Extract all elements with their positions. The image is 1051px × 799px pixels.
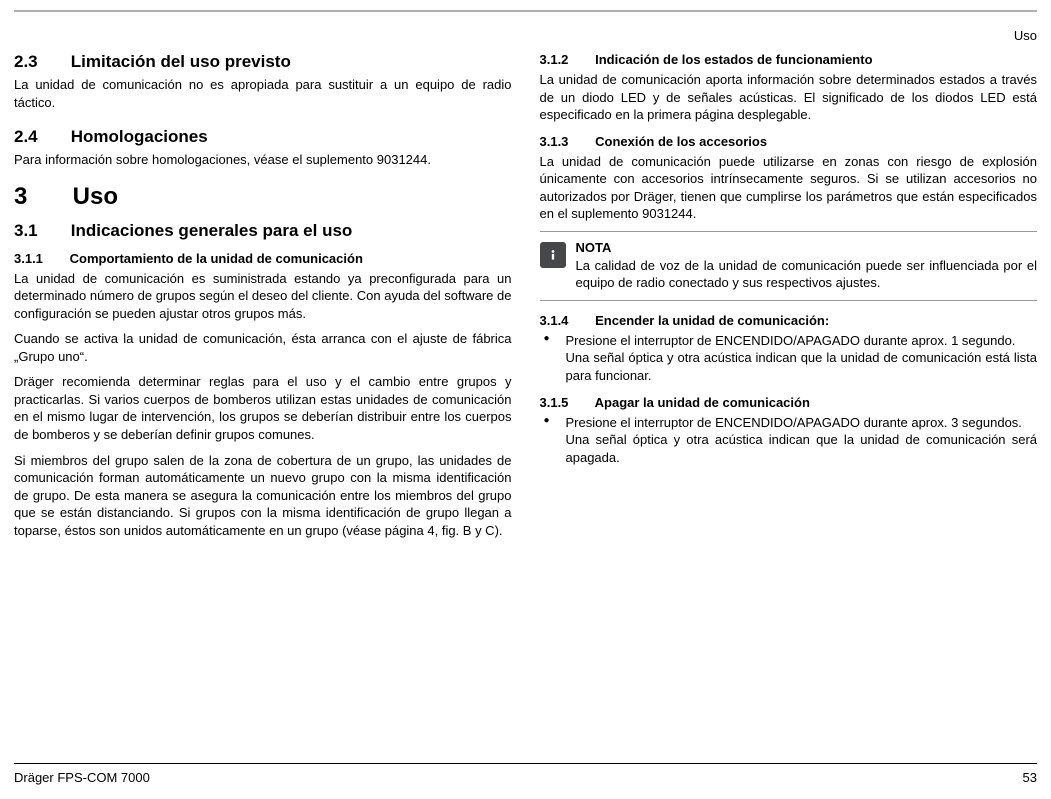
left-column: 2.3 Limitación del uso previsto La unida… xyxy=(14,52,512,547)
paragraph: Para información sobre homologaciones, v… xyxy=(14,151,512,169)
paragraph: Cuando se activa la unidad de comunicaci… xyxy=(14,330,512,365)
bullet-list: Presione el interruptor de ENCENDIDO/APA… xyxy=(540,332,1038,385)
footer-left: Dräger FPS-COM 7000 xyxy=(14,770,150,785)
heading-3-1-5: 3.1.5 Apagar la unidad de comunicación xyxy=(540,395,1038,410)
nota-body: La calidad de voz de la unidad de comuni… xyxy=(576,257,1038,292)
list-line: Una señal óptica y otra acústica indican… xyxy=(566,432,1038,465)
footer: Dräger FPS-COM 7000 53 xyxy=(14,763,1037,785)
heading-3-1: 3.1 Indicaciones generales para el uso xyxy=(14,221,512,241)
paragraph: La unidad de comunicación aporta informa… xyxy=(540,71,1038,124)
paragraph: Si miembros del grupo salen de la zona d… xyxy=(14,452,512,540)
heading-number: 3.1.2 xyxy=(540,52,592,67)
paragraph: La unidad de comunicación es suministrad… xyxy=(14,270,512,323)
heading-text: Limitación del uso previsto xyxy=(71,52,291,71)
heading-3-1-3: 3.1.3 Conexión de los accesorios xyxy=(540,134,1038,149)
nota-box: NOTA La calidad de voz de la unidad de c… xyxy=(540,231,1038,301)
heading-text: Conexión de los accesorios xyxy=(595,134,767,149)
heading-text: Encender la unidad de comunicación: xyxy=(595,313,829,328)
heading-text: Apagar la unidad de comunicación xyxy=(595,395,810,410)
heading-number: 3.1.5 xyxy=(540,395,592,410)
paragraph: Dräger recomienda determinar reglas para… xyxy=(14,373,512,443)
heading-number: 2.4 xyxy=(14,127,66,147)
heading-number: 3.1.4 xyxy=(540,313,592,328)
list-line: Una señal óptica y otra acústica indican… xyxy=(566,350,1038,383)
footer-page-number: 53 xyxy=(1023,770,1037,785)
heading-number: 3.1 xyxy=(14,221,66,241)
heading-text: Homologaciones xyxy=(71,127,208,146)
list-item: Presione el interruptor de ENCENDIDO/APA… xyxy=(540,332,1038,385)
footer-line: Dräger FPS-COM 7000 53 xyxy=(14,770,1037,785)
heading-number: 3 xyxy=(14,183,66,211)
nota-title: NOTA xyxy=(576,240,1038,255)
heading-2-4: 2.4 Homologaciones xyxy=(14,127,512,147)
heading-number: 3.1.1 xyxy=(14,251,66,266)
info-icon xyxy=(540,242,566,268)
heading-number: 3.1.3 xyxy=(540,134,592,149)
list-line: Presione el interruptor de ENCENDIDO/APA… xyxy=(566,333,1016,348)
heading-2-3: 2.3 Limitación del uso previsto xyxy=(14,52,512,72)
heading-3-1-2: 3.1.2 Indicación de los estados de funci… xyxy=(540,52,1038,67)
nota-text: NOTA La calidad de voz de la unidad de c… xyxy=(576,240,1038,292)
paragraph: La unidad de comunicación puede utilizar… xyxy=(540,153,1038,223)
heading-3: 3 Uso xyxy=(14,183,512,211)
heading-3-1-4: 3.1.4 Encender la unidad de comunicación… xyxy=(540,313,1038,328)
list-item: Presione el interruptor de ENCENDIDO/APA… xyxy=(540,414,1038,467)
heading-text: Indicaciones generales para el uso xyxy=(71,221,353,240)
heading-number: 2.3 xyxy=(14,52,66,72)
heading-text: Comportamiento de la unidad de comunicac… xyxy=(70,251,363,266)
footer-rule xyxy=(14,763,1037,764)
content-area: 2.3 Limitación del uso previsto La unida… xyxy=(0,12,1051,547)
list-line: Presione el interruptor de ENCENDIDO/APA… xyxy=(566,415,1022,430)
heading-3-1-1: 3.1.1 Comportamiento de la unidad de com… xyxy=(14,251,512,266)
paragraph: La unidad de comunicación no es apropiad… xyxy=(14,76,512,111)
heading-text: Uso xyxy=(73,183,118,210)
heading-text: Indicación de los estados de funcionamie… xyxy=(595,52,872,67)
right-column: 3.1.2 Indicación de los estados de funci… xyxy=(540,52,1038,547)
bullet-list: Presione el interruptor de ENCENDIDO/APA… xyxy=(540,414,1038,467)
header-section-label: Uso xyxy=(1014,28,1037,43)
